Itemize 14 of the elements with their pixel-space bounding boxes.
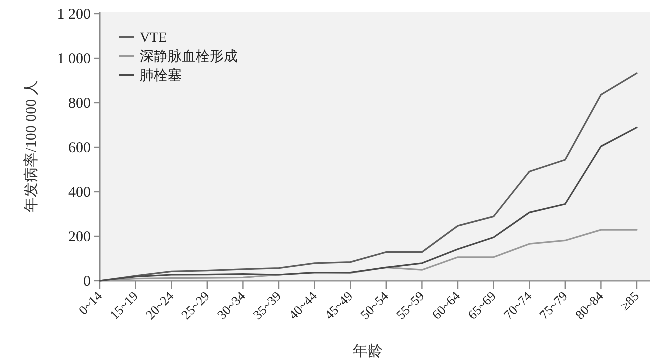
y-tick-label: 600	[68, 140, 91, 156]
legend-label: 肺栓塞	[140, 68, 182, 84]
line-series	[99, 126, 638, 282]
x-axis-title: 年龄	[353, 343, 383, 360]
legend-label: VTE	[140, 31, 168, 46]
y-tick-label: 200	[68, 230, 91, 246]
y-tick-label: 400	[68, 185, 91, 201]
y-tick-label: 800	[68, 96, 91, 112]
y-tick-label: 1 200	[57, 7, 91, 23]
y-tick-label: 1 000	[57, 52, 91, 68]
legend-label: 深静脉血栓形成	[140, 49, 238, 65]
x-tick-label: ≥85	[617, 288, 642, 314]
y-axis-title: 年发病率/100 000 人	[23, 80, 40, 212]
y-tick-label: 0	[84, 274, 91, 290]
